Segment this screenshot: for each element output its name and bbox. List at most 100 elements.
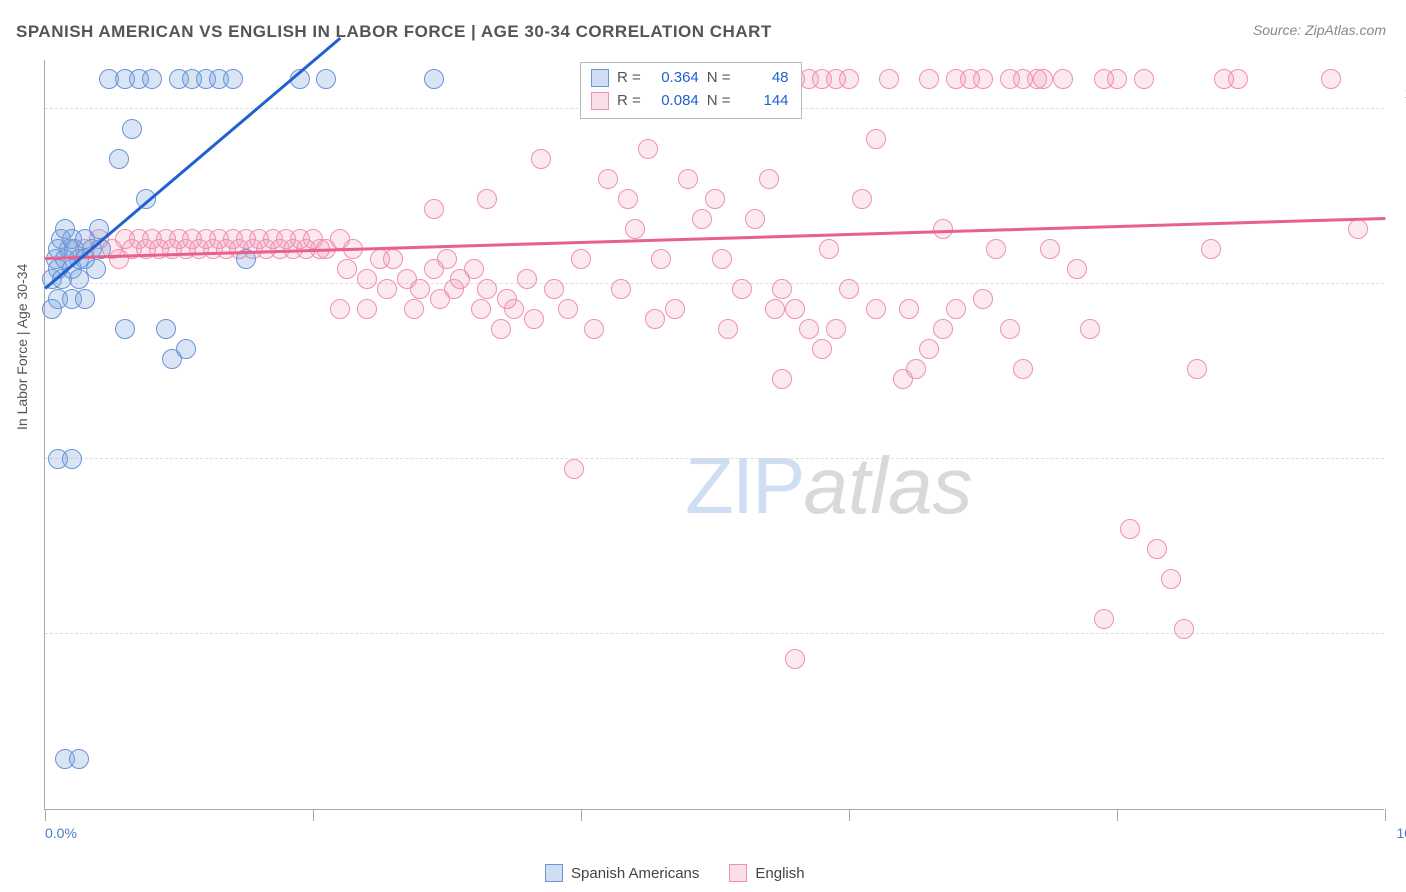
data-point-pink bbox=[491, 319, 511, 339]
data-point-blue bbox=[316, 69, 336, 89]
swatch-pink-icon bbox=[591, 92, 609, 110]
data-point-pink bbox=[618, 189, 638, 209]
data-point-pink bbox=[1000, 319, 1020, 339]
stats-row-pink: R = 0.084 N = 144 bbox=[591, 90, 789, 113]
data-point-blue bbox=[156, 319, 176, 339]
watermark-zip: ZIP bbox=[685, 441, 803, 530]
data-point-pink bbox=[933, 319, 953, 339]
data-point-blue bbox=[69, 749, 89, 769]
data-point-pink bbox=[1161, 569, 1181, 589]
data-point-pink bbox=[651, 249, 671, 269]
data-point-pink bbox=[1013, 69, 1033, 89]
data-point-blue bbox=[109, 149, 129, 169]
data-point-pink bbox=[866, 129, 886, 149]
gridline bbox=[45, 458, 1384, 459]
data-point-pink bbox=[524, 309, 544, 329]
data-point-pink bbox=[377, 279, 397, 299]
data-point-pink bbox=[357, 269, 377, 289]
r-value-pink: 0.084 bbox=[649, 90, 699, 113]
data-point-pink bbox=[1013, 359, 1033, 379]
data-point-pink bbox=[819, 239, 839, 259]
y-axis-title: In Labor Force | Age 30-34 bbox=[14, 264, 30, 430]
data-point-pink bbox=[645, 309, 665, 329]
chart-title: SPANISH AMERICAN VS ENGLISH IN LABOR FOR… bbox=[16, 22, 772, 42]
plot-area: ZIPatlas 47.5%65.0%82.5%100.0%0.0%100.0% bbox=[44, 60, 1384, 810]
data-point-pink bbox=[772, 279, 792, 299]
r-value-blue: 0.364 bbox=[649, 67, 699, 90]
data-point-pink bbox=[1067, 259, 1087, 279]
n-value-pink: 144 bbox=[739, 90, 789, 113]
legend-item-pink: English bbox=[729, 864, 804, 882]
x-tick bbox=[1117, 809, 1118, 821]
bottom-legend: Spanish Americans English bbox=[545, 864, 805, 882]
data-point-pink bbox=[531, 149, 551, 169]
data-point-pink bbox=[1187, 359, 1207, 379]
data-point-pink bbox=[638, 139, 658, 159]
data-point-pink bbox=[471, 299, 491, 319]
data-point-blue bbox=[424, 69, 444, 89]
data-point-pink bbox=[919, 339, 939, 359]
data-point-pink bbox=[785, 299, 805, 319]
data-point-pink bbox=[732, 279, 752, 299]
data-point-pink bbox=[678, 169, 698, 189]
data-point-pink bbox=[946, 299, 966, 319]
data-point-pink bbox=[906, 359, 926, 379]
data-point-pink bbox=[598, 169, 618, 189]
data-point-pink bbox=[1094, 69, 1114, 89]
data-point-pink bbox=[330, 299, 350, 319]
data-point-pink bbox=[899, 299, 919, 319]
stats-legend: R = 0.364 N = 48 R = 0.084 N = 144 bbox=[580, 62, 802, 119]
data-point-blue bbox=[115, 319, 135, 339]
data-point-blue bbox=[122, 119, 142, 139]
data-point-pink bbox=[584, 319, 604, 339]
data-point-pink bbox=[665, 299, 685, 319]
data-point-pink bbox=[852, 189, 872, 209]
data-point-blue bbox=[62, 449, 82, 469]
n-label: N = bbox=[707, 67, 731, 90]
data-point-pink bbox=[712, 249, 732, 269]
data-point-pink bbox=[410, 279, 430, 299]
data-point-pink bbox=[611, 279, 631, 299]
data-point-pink bbox=[759, 169, 779, 189]
x-tick bbox=[581, 809, 582, 821]
data-point-pink bbox=[404, 299, 424, 319]
x-tick-label-max: 100.0% bbox=[1397, 825, 1406, 841]
data-point-blue bbox=[142, 69, 162, 89]
data-point-pink bbox=[625, 219, 645, 239]
data-point-pink bbox=[357, 299, 377, 319]
data-point-blue bbox=[75, 289, 95, 309]
data-point-pink bbox=[464, 259, 484, 279]
x-tick bbox=[313, 809, 314, 821]
data-point-pink bbox=[785, 649, 805, 669]
data-point-pink bbox=[1147, 539, 1167, 559]
watermark-atlas: atlas bbox=[803, 441, 972, 530]
legend-label-blue: Spanish Americans bbox=[571, 865, 699, 882]
data-point-pink bbox=[1120, 519, 1140, 539]
x-tick bbox=[1385, 809, 1386, 821]
data-point-pink bbox=[424, 199, 444, 219]
data-point-pink bbox=[879, 69, 899, 89]
data-point-pink bbox=[1201, 239, 1221, 259]
data-point-pink bbox=[1348, 219, 1368, 239]
x-tick-label-min: 0.0% bbox=[45, 825, 77, 841]
data-point-pink bbox=[437, 249, 457, 269]
r-label: R = bbox=[617, 67, 641, 90]
data-point-pink bbox=[718, 319, 738, 339]
data-point-pink bbox=[692, 209, 712, 229]
data-point-pink bbox=[1040, 239, 1060, 259]
swatch-blue-icon bbox=[545, 864, 563, 882]
data-point-pink bbox=[1053, 69, 1073, 89]
data-point-pink bbox=[973, 289, 993, 309]
x-tick bbox=[45, 809, 46, 821]
data-point-pink bbox=[745, 209, 765, 229]
data-point-pink bbox=[986, 239, 1006, 259]
data-point-blue bbox=[176, 339, 196, 359]
data-point-pink bbox=[571, 249, 591, 269]
data-point-pink bbox=[1080, 319, 1100, 339]
n-label: N = bbox=[707, 90, 731, 113]
data-point-pink bbox=[1094, 609, 1114, 629]
data-point-pink bbox=[812, 339, 832, 359]
data-point-pink bbox=[839, 69, 859, 89]
data-point-pink bbox=[973, 69, 993, 89]
data-point-pink bbox=[1321, 69, 1341, 89]
